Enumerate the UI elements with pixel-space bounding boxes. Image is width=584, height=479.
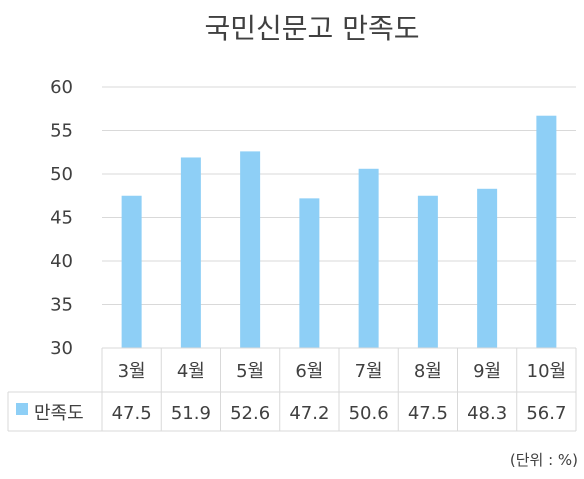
x-tick-label: 7월 [355, 361, 383, 382]
y-tick-label: 60 [50, 77, 73, 98]
bar [477, 188, 498, 348]
x-tick-label: 5월 [236, 361, 264, 382]
bar [536, 115, 557, 349]
y-tick-label: 40 [50, 251, 73, 272]
bar [121, 195, 142, 348]
x-tick-label: 8월 [414, 361, 442, 382]
data-label: 50.6 [349, 403, 389, 424]
x-tick-label: 3월 [118, 361, 146, 382]
data-label: 47.5 [112, 403, 152, 424]
data-label: 47.2 [289, 403, 329, 424]
data-label: 47.5 [408, 403, 448, 424]
bar [417, 195, 438, 348]
legend-swatch [16, 403, 28, 415]
x-tick-label: 6월 [295, 361, 323, 382]
data-label: 51.9 [171, 403, 211, 424]
data-label: 48.3 [467, 403, 507, 424]
bars [121, 115, 557, 349]
bar [358, 168, 379, 348]
gridlines [102, 86, 576, 305]
x-tick-label: 4월 [177, 361, 205, 382]
bar [240, 151, 261, 348]
y-tick-label: 35 [50, 295, 73, 316]
chart-title: 국민신문고 만족도 [205, 12, 420, 45]
data-table: 3월 4월 5월 6월 7월 8월 9월 10월 47.5 51.9 52.6 47.2 50.6 47.… [7, 347, 577, 432]
bar [180, 157, 201, 348]
unit-note: (단위 : %) [510, 451, 578, 469]
y-axis-ticks: 30 35 40 45 50 55 60 [50, 77, 73, 359]
data-label: 52.6 [230, 403, 270, 424]
data-label: 56.7 [526, 403, 566, 424]
legend-label: 만족도 [34, 403, 84, 424]
x-tick-label: 9월 [473, 361, 501, 382]
y-tick-label: 50 [50, 164, 73, 185]
y-tick-label: 45 [50, 208, 73, 229]
y-tick-label: 55 [50, 121, 73, 142]
x-tick-label: 10월 [527, 361, 566, 382]
y-tick-label: 30 [50, 338, 73, 359]
bar [299, 198, 320, 348]
